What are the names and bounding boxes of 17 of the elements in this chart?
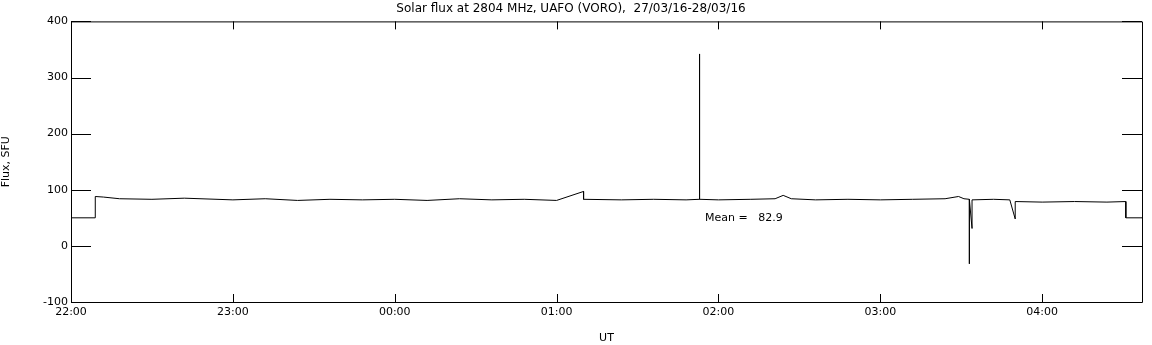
annotation: Mean = 82.9 xyxy=(705,210,783,224)
x-tick-label: 00:00 xyxy=(378,305,411,319)
y-axis-title: Flux, SFU xyxy=(0,136,13,188)
x-tick-label: 02:00 xyxy=(702,305,735,319)
y-tick-label: 400 xyxy=(47,14,68,28)
x-tick-label: 22:00 xyxy=(55,305,87,319)
y-tick-label: 100 xyxy=(47,182,68,196)
y-tick-label: 200 xyxy=(47,126,68,140)
chart-title: Solar flux at 2804 MHz, UAFO (VORO), 27/03/16-28/03/16 xyxy=(396,1,746,16)
x-tick-label: 01:00 xyxy=(540,305,573,319)
x-tick-label: 04:00 xyxy=(1026,305,1059,319)
y-tick-label: 0 xyxy=(61,238,68,252)
x-tick-label: 23:00 xyxy=(217,305,249,319)
y-tick-label: 300 xyxy=(47,70,68,84)
y-tick-label: -100 xyxy=(43,294,68,308)
x-tick-label: 03:00 xyxy=(864,305,897,319)
x-axis-title: UT xyxy=(599,331,615,345)
